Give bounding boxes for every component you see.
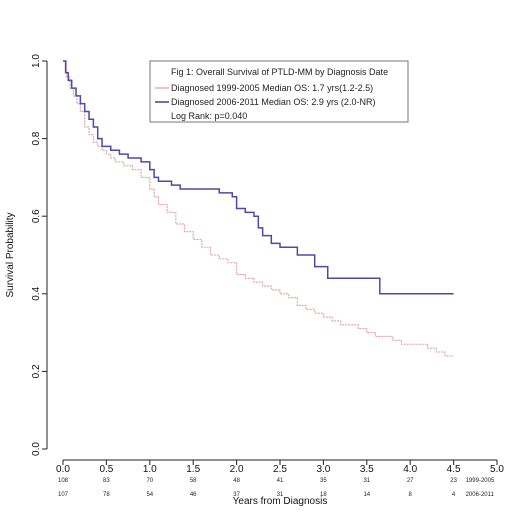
risk-count: 4 [452, 492, 456, 498]
risk-count: 37 [233, 492, 240, 498]
risk-row-label: 2006-2011 [466, 492, 495, 498]
risk-count: 48 [233, 478, 240, 484]
y-tick-label: 0.6 [31, 209, 42, 223]
legend-entry-1999-2005: Diagnosed 1999-2005 Median OS: 1.7 yrs(1… [171, 83, 373, 93]
x-tick-label: 5.0 [490, 464, 504, 475]
risk-count: 31 [363, 478, 370, 484]
y-tick-label: 0.0 [31, 442, 42, 456]
risk-count: 41 [277, 478, 284, 484]
risk-count: 23 [450, 478, 457, 484]
risk-count: 108 [58, 478, 69, 484]
risk-count: 14 [363, 492, 370, 498]
x-tick-label: 4.5 [447, 464, 461, 475]
x-tick-label: 4.0 [403, 464, 417, 475]
x-tick-label: 0.5 [99, 464, 113, 475]
risk-count: 35 [320, 478, 327, 484]
y-tick-label: 0.2 [31, 364, 42, 378]
y-tick-label: 0.4 [31, 286, 42, 300]
risk-count: 18 [320, 492, 327, 498]
x-tick-label: 3.5 [360, 464, 374, 475]
risk-count: 54 [146, 492, 153, 498]
series-line-2006-2011 [63, 60, 454, 295]
risk-row-label: 1999-2005 [466, 478, 495, 484]
axes: 0.0 0.5 1.0 1.5 2.0 2.5 3.0 3.5 4.0 4.5 5.0 0.0 0.2 0… [31, 54, 504, 475]
x-tick-label: 3.0 [316, 464, 330, 475]
risk-count: 46 [190, 492, 197, 498]
risk-count: 27 [407, 478, 414, 484]
y-axis-title: Survival Probability [5, 212, 16, 297]
legend-note: Log Rank: p=0.040 [171, 111, 247, 121]
x-tick-label: 1.0 [143, 464, 157, 475]
risk-count: 58 [190, 478, 197, 484]
x-tick-label: 2.0 [230, 464, 244, 475]
legend-entry-2006-2011: Diagnosed 2006-2011 Median OS: 2.9 yrs (… [171, 97, 375, 107]
legend-title: Fig 1: Overall Survival of PTLD-MM by Di… [171, 67, 388, 77]
x-tick-label: 1.5 [186, 464, 200, 475]
legend: Fig 1: Overall Survival of PTLD-MM by Di… [149, 60, 409, 123]
x-tick-label: 2.5 [273, 464, 287, 475]
y-tick-label: 1.0 [31, 54, 42, 68]
series-layer [63, 60, 454, 357]
y-tick-label: 0.8 [31, 131, 42, 145]
risk-count: 83 [103, 478, 110, 484]
x-tick-label: 0.0 [56, 464, 70, 475]
risk-count: 8 [409, 492, 413, 498]
risk-count: 31 [277, 492, 284, 498]
x-axis-title: Years from Diagnosis [233, 496, 328, 507]
risk-count: 107 [58, 492, 69, 498]
legend-box [149, 60, 409, 123]
series-line-1999-2005 [63, 60, 454, 357]
risk-count: 70 [146, 478, 153, 484]
risk-count: 78 [103, 492, 110, 498]
